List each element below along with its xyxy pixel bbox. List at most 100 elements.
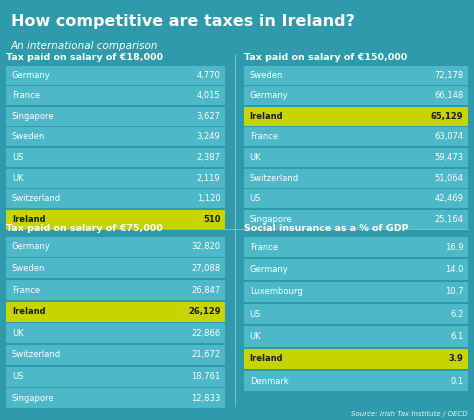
- Text: 66,148: 66,148: [434, 91, 463, 100]
- Text: 3,249: 3,249: [197, 132, 220, 142]
- FancyBboxPatch shape: [244, 281, 468, 302]
- Text: France: France: [250, 132, 278, 142]
- FancyBboxPatch shape: [244, 349, 468, 369]
- Text: US: US: [250, 194, 261, 203]
- FancyBboxPatch shape: [6, 107, 225, 126]
- Text: 10.7: 10.7: [445, 287, 463, 296]
- Text: 63,074: 63,074: [434, 132, 463, 142]
- Text: Sweden: Sweden: [250, 71, 283, 80]
- FancyBboxPatch shape: [244, 326, 468, 347]
- FancyBboxPatch shape: [6, 210, 225, 229]
- Text: Germany: Germany: [12, 242, 51, 251]
- FancyBboxPatch shape: [6, 66, 225, 84]
- Text: 26,847: 26,847: [191, 286, 220, 294]
- Text: Switzerland: Switzerland: [12, 194, 61, 203]
- Text: Sweden: Sweden: [12, 264, 45, 273]
- FancyBboxPatch shape: [244, 148, 468, 167]
- Text: 42,469: 42,469: [434, 194, 463, 203]
- Text: US: US: [250, 310, 261, 319]
- Text: US: US: [12, 153, 23, 162]
- Text: 4,015: 4,015: [197, 91, 220, 100]
- Text: 18,761: 18,761: [191, 372, 220, 381]
- Text: 1,120: 1,120: [197, 194, 220, 203]
- FancyBboxPatch shape: [244, 107, 468, 126]
- Text: Ireland: Ireland: [250, 112, 283, 121]
- FancyBboxPatch shape: [6, 86, 225, 105]
- FancyBboxPatch shape: [244, 237, 468, 257]
- FancyBboxPatch shape: [6, 323, 225, 343]
- Text: 65,129: 65,129: [431, 112, 463, 121]
- Text: Germany: Germany: [250, 91, 289, 100]
- FancyBboxPatch shape: [6, 148, 225, 167]
- Text: 27,088: 27,088: [191, 264, 220, 273]
- FancyBboxPatch shape: [244, 259, 468, 280]
- Text: 0.1: 0.1: [450, 377, 463, 386]
- Text: How competitive are taxes in Ireland?: How competitive are taxes in Ireland?: [11, 14, 355, 29]
- FancyBboxPatch shape: [244, 168, 468, 188]
- FancyBboxPatch shape: [244, 210, 468, 229]
- Text: Tax paid on salary of €18,000: Tax paid on salary of €18,000: [6, 53, 163, 62]
- Text: 26,129: 26,129: [188, 307, 220, 316]
- Text: An international comparison: An international comparison: [11, 41, 158, 51]
- Text: Singapore: Singapore: [12, 112, 55, 121]
- FancyBboxPatch shape: [244, 86, 468, 105]
- Text: 3.9: 3.9: [448, 354, 463, 363]
- Text: Tax paid on salary of €75,000: Tax paid on salary of €75,000: [6, 224, 163, 233]
- Text: Sweden: Sweden: [12, 132, 45, 142]
- FancyBboxPatch shape: [6, 168, 225, 188]
- Text: Switzerland: Switzerland: [250, 173, 299, 183]
- Text: 4,770: 4,770: [197, 71, 220, 80]
- FancyBboxPatch shape: [244, 189, 468, 208]
- Text: Ireland: Ireland: [250, 354, 283, 363]
- Text: Denmark: Denmark: [250, 377, 289, 386]
- Text: 3,627: 3,627: [197, 112, 220, 121]
- FancyBboxPatch shape: [6, 280, 225, 300]
- Text: Switzerland: Switzerland: [12, 350, 61, 360]
- Text: 6.2: 6.2: [450, 310, 463, 319]
- Text: UK: UK: [12, 173, 23, 183]
- Text: Ireland: Ireland: [12, 307, 46, 316]
- Text: Tax paid on salary of €150,000: Tax paid on salary of €150,000: [244, 53, 407, 62]
- Text: 72,178: 72,178: [434, 71, 463, 80]
- FancyBboxPatch shape: [6, 258, 225, 278]
- Text: 6.1: 6.1: [450, 332, 463, 341]
- Text: Luxembourg: Luxembourg: [250, 287, 302, 296]
- Text: US: US: [12, 372, 23, 381]
- Text: France: France: [12, 286, 40, 294]
- Text: 59,473: 59,473: [434, 153, 463, 162]
- FancyBboxPatch shape: [6, 189, 225, 208]
- Text: 32,820: 32,820: [191, 242, 220, 251]
- Text: UK: UK: [250, 153, 261, 162]
- Text: 2,119: 2,119: [197, 173, 220, 183]
- Text: France: France: [12, 91, 40, 100]
- FancyBboxPatch shape: [244, 304, 468, 324]
- Text: Germany: Germany: [250, 265, 289, 274]
- Text: Social insurance as a % of GDP: Social insurance as a % of GDP: [244, 224, 409, 233]
- Text: UK: UK: [250, 332, 261, 341]
- FancyBboxPatch shape: [6, 127, 225, 147]
- Text: 25,164: 25,164: [434, 215, 463, 224]
- Text: 510: 510: [203, 215, 220, 224]
- FancyBboxPatch shape: [6, 345, 225, 365]
- FancyBboxPatch shape: [244, 371, 468, 391]
- Text: 16.9: 16.9: [445, 243, 463, 252]
- Text: Singapore: Singapore: [12, 394, 55, 403]
- Text: 51,064: 51,064: [434, 173, 463, 183]
- Text: UK: UK: [12, 329, 23, 338]
- FancyBboxPatch shape: [6, 388, 225, 408]
- FancyBboxPatch shape: [244, 66, 468, 84]
- Text: 12,833: 12,833: [191, 394, 220, 403]
- FancyBboxPatch shape: [6, 302, 225, 322]
- Text: 2,387: 2,387: [197, 153, 220, 162]
- FancyBboxPatch shape: [244, 127, 468, 147]
- FancyBboxPatch shape: [6, 237, 225, 257]
- Text: 21,672: 21,672: [191, 350, 220, 360]
- Text: Source: Irish Tax Institute / OECD: Source: Irish Tax Institute / OECD: [351, 410, 468, 417]
- Text: France: France: [250, 243, 278, 252]
- Text: 14.0: 14.0: [445, 265, 463, 274]
- FancyBboxPatch shape: [6, 367, 225, 386]
- Text: Germany: Germany: [12, 71, 51, 80]
- Text: Singapore: Singapore: [250, 215, 292, 224]
- Text: Ireland: Ireland: [12, 215, 46, 224]
- Text: 22,866: 22,866: [191, 329, 220, 338]
